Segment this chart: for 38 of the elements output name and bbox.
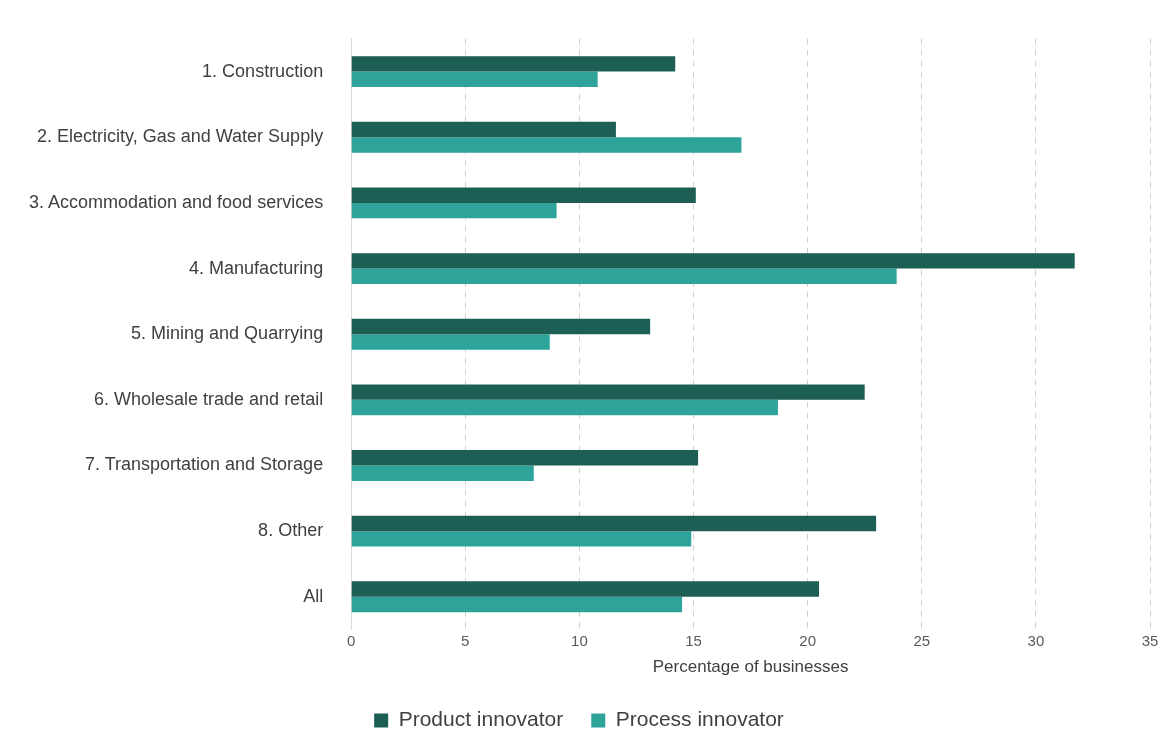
x-tick-label: 20 xyxy=(799,631,816,649)
y-tick-label: 6. Wholesale trade and retail xyxy=(94,388,324,409)
y-tick-label: 1. Construction xyxy=(202,60,324,81)
bar xyxy=(351,187,696,203)
bar xyxy=(351,318,651,335)
legend-label: Process innovator xyxy=(615,707,784,731)
y-tick-label: 2. Electricity, Gas and Water Supply xyxy=(37,126,324,147)
x-axis-title: Percentage of businesses xyxy=(652,657,849,677)
y-tick-label: 3. Accommodation and food services xyxy=(28,191,324,212)
y-tick-label: 7. Transportation and Storage xyxy=(84,454,324,475)
y-tick-label: 8. Other xyxy=(258,520,324,541)
x-tick-label: 35 xyxy=(1141,631,1159,649)
x-tick-label: 5 xyxy=(461,631,470,649)
bar xyxy=(351,399,778,416)
bar xyxy=(351,71,598,88)
bar xyxy=(351,465,534,481)
y-tick-label: 4. Manufacturing xyxy=(189,257,324,278)
x-tick-label: 30 xyxy=(1027,631,1045,649)
bar xyxy=(351,202,557,219)
bar xyxy=(351,253,1075,269)
y-tick-label: All xyxy=(303,585,324,606)
bar xyxy=(351,334,550,350)
bar xyxy=(351,531,692,547)
bar xyxy=(351,515,877,532)
bar xyxy=(351,450,699,466)
bar xyxy=(351,121,616,138)
x-tick-label: 25 xyxy=(913,631,931,649)
bar xyxy=(351,56,676,72)
bar xyxy=(351,581,820,597)
bar xyxy=(351,596,683,613)
bar xyxy=(351,384,865,400)
x-tick-label: 10 xyxy=(571,631,588,649)
bar xyxy=(351,268,897,284)
y-tick-label: 5. Mining and Quarrying xyxy=(131,323,324,344)
x-tick-label: 15 xyxy=(685,631,702,649)
x-tick-label: 0 xyxy=(346,631,356,649)
bar xyxy=(351,137,742,153)
legend-label: Product innovator xyxy=(398,707,564,731)
